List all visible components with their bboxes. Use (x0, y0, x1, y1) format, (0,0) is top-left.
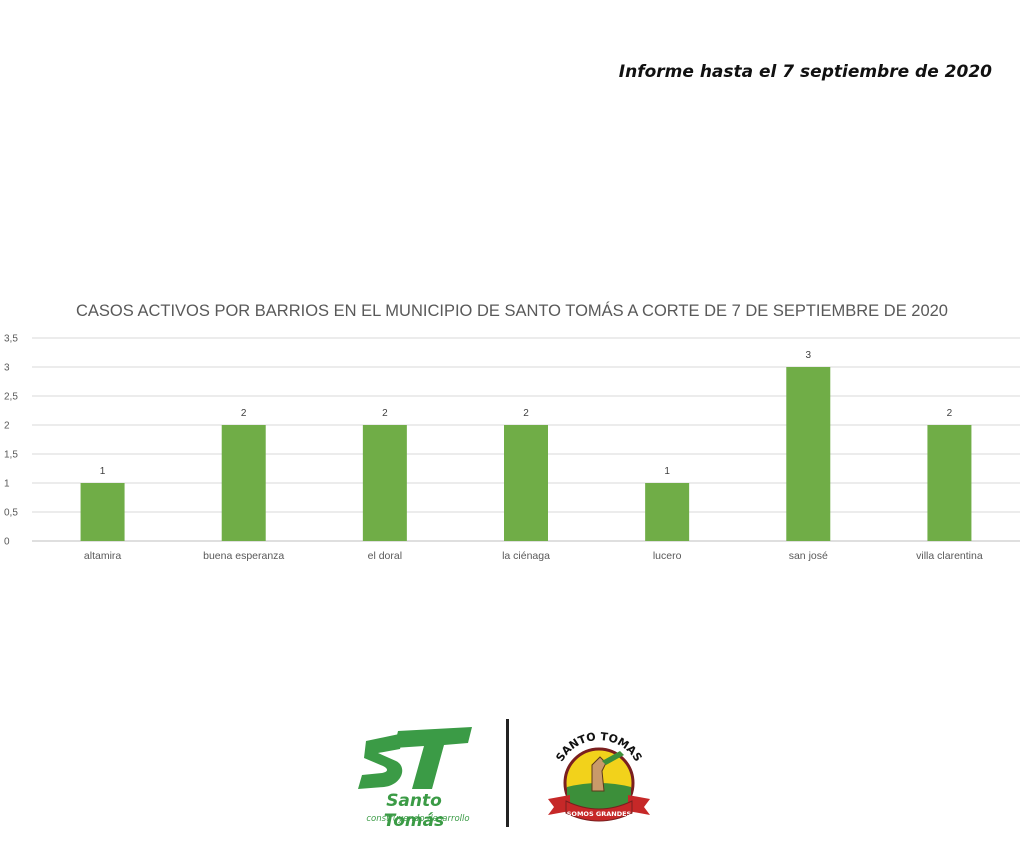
data-label: 2 (241, 408, 247, 419)
y-tick-label: 2 (4, 421, 10, 432)
logo-divider (506, 719, 509, 827)
svg-text:SOMOS GRANDES: SOMOS GRANDES (567, 810, 632, 818)
bar-el-doral (362, 425, 407, 541)
municipal-seal-icon: SANTO TOMAS SOMOS GRANDES (548, 730, 650, 822)
data-label: 1 (100, 466, 106, 477)
y-tick-label: 0,5 (4, 508, 18, 519)
st-logo-name: Santo Tomás (383, 791, 445, 831)
category-label: lucero (653, 550, 682, 562)
bar-la-ciénaga (504, 425, 548, 541)
logo-footer: Santo Tomás construyendo desarrollo SANT… (0, 715, 1024, 835)
data-label: 2 (382, 408, 388, 419)
category-label: buena esperanza (203, 550, 284, 562)
y-tick-label: 2,5 (4, 392, 18, 403)
y-tick-label: 3,5 (4, 334, 18, 345)
bar-lucero (645, 483, 690, 541)
y-axis-ticks: 0 0,5 1 1,5 2 2,5 3 3,5 (4, 334, 18, 548)
bar-villa-clarentina (927, 425, 972, 541)
y-tick-label: 0 (4, 537, 10, 548)
category-label: san josé (789, 550, 828, 562)
category-labels: altamira buena esperanza el doral la ciénag… (84, 550, 983, 562)
santo-tomas-logo: Santo Tomás construyendo desarrollo (356, 723, 474, 831)
chart-title: CASOS ACTIVOS POR BARRIOS EN EL MUNICIPI… (76, 302, 948, 320)
report-date: Informe hasta el 7 septiembre de 2020 (618, 62, 992, 82)
category-label: el doral (368, 550, 402, 562)
category-label: la ciénaga (502, 550, 550, 562)
y-tick-label: 1 (4, 479, 10, 490)
st-logo-slogan: construyendo desarrollo (366, 814, 470, 824)
st-monogram-icon (358, 727, 472, 789)
category-label: villa clarentina (916, 550, 983, 562)
bar-san-josé (786, 367, 831, 541)
bars (80, 367, 972, 541)
data-label: 2 (947, 408, 953, 419)
bar-altamira (80, 483, 125, 541)
data-label: 1 (664, 466, 670, 477)
data-labels: 1 2 2 2 1 3 2 (100, 350, 953, 477)
y-tick-label: 1,5 (4, 450, 18, 461)
bar-chart: 0 0,5 1 1,5 2 2,5 3 3,5 1 2 2 2 1 3 2 altamira buena e… (4, 334, 1020, 562)
bar-buena-esperanza (221, 425, 266, 541)
category-label: altamira (84, 550, 122, 562)
y-tick-label: 3 (4, 363, 10, 374)
data-label: 3 (806, 350, 812, 361)
data-label: 2 (523, 408, 529, 419)
